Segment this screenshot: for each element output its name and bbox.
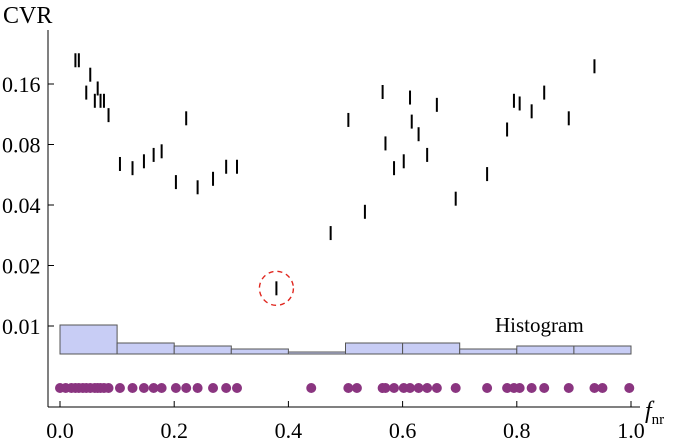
rug-point [306, 383, 317, 393]
histogram-bar [287, 351, 346, 355]
histogram-bar [345, 342, 404, 355]
histogram-label: Histogram [495, 313, 584, 337]
rug-point [156, 383, 167, 393]
rug-point [148, 383, 159, 393]
rug-point [514, 383, 525, 393]
rug-point [221, 383, 232, 393]
rug-point [114, 383, 125, 393]
rug-point [103, 383, 114, 393]
histogram-bar [459, 348, 518, 355]
rug-point [138, 383, 149, 393]
rug-point [208, 383, 219, 393]
y-tick-label: 0.16 [2, 72, 41, 97]
rug-point [422, 383, 433, 393]
histogram-bar [573, 345, 632, 355]
rug-point [405, 383, 416, 393]
histogram-bar [116, 342, 175, 355]
rug-point [232, 383, 243, 393]
rug-point [502, 383, 513, 393]
histogram-bar [173, 345, 232, 355]
rug-point [343, 383, 354, 393]
highlight-circle [258, 270, 295, 307]
histogram-bar [516, 345, 575, 355]
y-tick-label: 0.04 [2, 193, 41, 218]
x-tick-label: 0.2 [160, 418, 188, 443]
rug-point [192, 383, 203, 393]
x-tick-label: 0.0 [46, 418, 74, 443]
rug-point [597, 383, 608, 393]
rug-point [170, 383, 181, 393]
y-tick-label: 0.08 [2, 133, 41, 158]
histogram-bar [59, 324, 118, 355]
rug-point [563, 383, 574, 393]
x-tick-label: 0.8 [503, 418, 531, 443]
rug-plot [55, 383, 635, 393]
rug-point [482, 383, 493, 393]
histogram-bar [230, 348, 289, 355]
y-axis-title: CVR [3, 3, 52, 29]
y-tick-label: 0.02 [2, 254, 41, 279]
rug-point [526, 383, 537, 393]
rug-point [589, 383, 600, 393]
scatter-series [74, 53, 596, 296]
histogram [59, 324, 632, 355]
x-tick-label: 1.0 [617, 418, 645, 443]
x-tick-label: 0.6 [389, 418, 417, 443]
rug-point [380, 383, 391, 393]
rug-point [413, 383, 424, 393]
highlight-annotation [258, 270, 295, 307]
rug-point [181, 383, 192, 393]
rug-point [624, 383, 635, 393]
y-tick-label: 0.01 [2, 314, 41, 339]
rug-point [127, 383, 138, 393]
x-tick-label: 0.4 [275, 418, 303, 443]
axis-ticks: 0.0 0.2 0.4 0.6 0.8 1.0 0.01 0.02 0.04 0.08 0.16 [2, 72, 645, 443]
rug-point [539, 383, 550, 393]
rug-point [431, 383, 442, 393]
rug-point [351, 383, 362, 393]
rug-point [450, 383, 461, 393]
histogram-bar [402, 342, 461, 355]
rug-point [389, 383, 400, 393]
x-axis-title: fnr [645, 398, 664, 428]
